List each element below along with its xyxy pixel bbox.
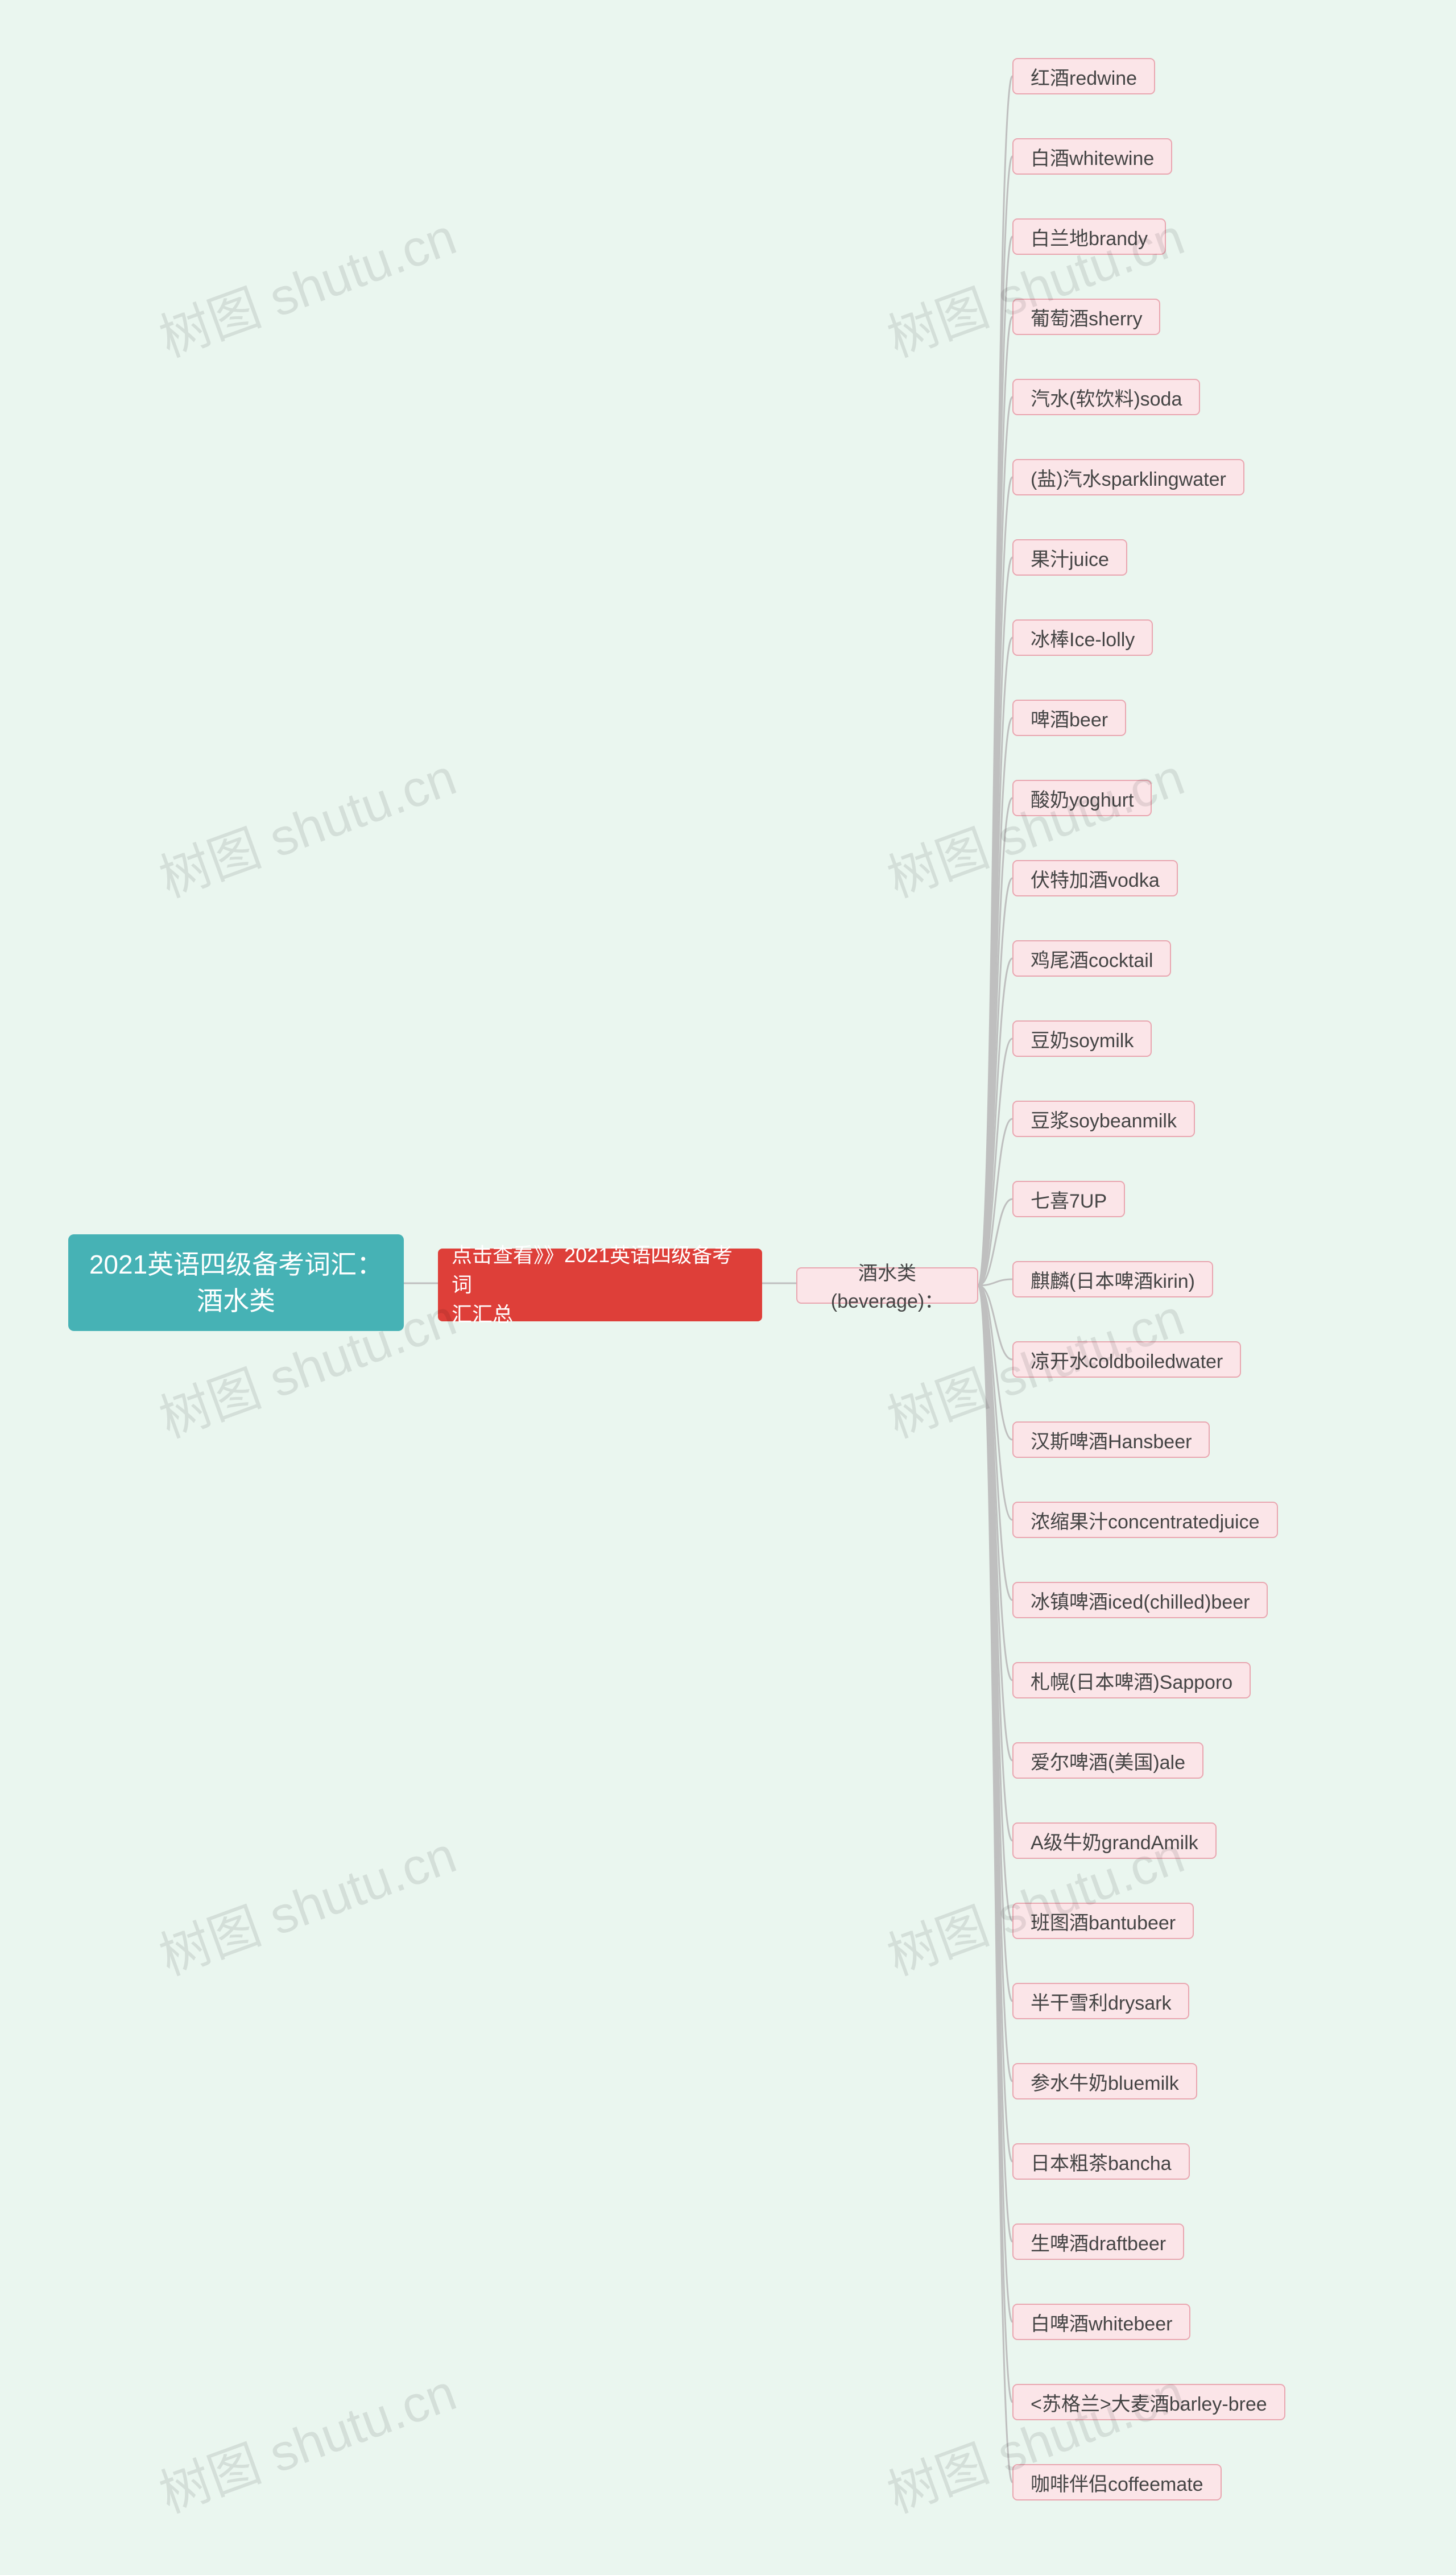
link-node[interactable]: 点击查看》》2021英语四级备考词汇汇总 bbox=[438, 1249, 762, 1321]
leaf-node: 凉开水coldboiledwater bbox=[1012, 1341, 1241, 1378]
leaf-node: 果汁juice bbox=[1012, 539, 1127, 576]
leaf-label: 伏特加酒vodka bbox=[1031, 865, 1160, 892]
leaf-label: 鸡尾酒cocktail bbox=[1031, 945, 1153, 973]
leaf-label: 白酒whitewine bbox=[1031, 143, 1154, 171]
leaf-node: 参水牛奶bluemilk bbox=[1012, 2063, 1197, 2099]
leaf-node: 麒麟(日本啤酒kirin) bbox=[1012, 1261, 1213, 1297]
leaf-node: 七喜7UP bbox=[1012, 1181, 1125, 1217]
leaf-node: 伏特加酒vodka bbox=[1012, 860, 1178, 896]
leaf-label: 豆浆soybeanmilk bbox=[1031, 1105, 1177, 1133]
leaf-label: 七喜7UP bbox=[1031, 1185, 1107, 1213]
leaf-node: 半干雪利drysark bbox=[1012, 1983, 1189, 2019]
leaf-label: 汉斯啤酒Hansbeer bbox=[1031, 1426, 1192, 1454]
leaf-node: 生啤酒draftbeer bbox=[1012, 2223, 1184, 2260]
leaf-label: 汽水(软饮料)soda bbox=[1031, 383, 1182, 411]
leaf-node: 札幌(日本啤酒)Sapporo bbox=[1012, 1662, 1251, 1698]
leaf-label: 冰棒Ice-lolly bbox=[1031, 624, 1135, 652]
leaf-label: 咖啡伴侣coffeemate bbox=[1031, 2469, 1203, 2497]
leaf-node: 白酒whitewine bbox=[1012, 138, 1172, 175]
leaf-label: 半干雪利drysark bbox=[1031, 1987, 1171, 2015]
leaf-label: 啤酒beer bbox=[1031, 704, 1108, 732]
leaf-node: 班图酒bantubeer bbox=[1012, 1903, 1194, 1939]
leaf-node: 白兰地brandy bbox=[1012, 218, 1166, 255]
root-node: 2021英语四级备考词汇：酒水类 bbox=[68, 1234, 404, 1331]
watermark: 树图 shutu.cn bbox=[148, 2351, 465, 2527]
leaf-label: 果汁juice bbox=[1031, 544, 1109, 572]
watermark: 树图 shutu.cn bbox=[148, 736, 465, 912]
leaf-node: 酸奶yoghurt bbox=[1012, 780, 1152, 816]
leaf-node: <苏格兰>大麦酒barley-bree bbox=[1012, 2384, 1285, 2420]
leaf-label: 生啤酒draftbeer bbox=[1031, 2228, 1166, 2256]
leaf-label: A级牛奶grandAmilk bbox=[1031, 1827, 1198, 1855]
leaf-node: 汉斯啤酒Hansbeer bbox=[1012, 1421, 1210, 1458]
leaf-label: 冰镇啤酒iced(chilled)beer bbox=[1031, 1586, 1250, 1614]
leaf-label: <苏格兰>大麦酒barley-bree bbox=[1031, 2388, 1267, 2416]
leaf-node: A级牛奶grandAmilk bbox=[1012, 1822, 1217, 1859]
leaf-node: 汽水(软饮料)soda bbox=[1012, 379, 1200, 415]
category-node: 酒水类(beverage)： bbox=[796, 1267, 978, 1304]
leaf-node: 爱尔啤酒(美国)ale bbox=[1012, 1742, 1203, 1779]
leaf-node: 啤酒beer bbox=[1012, 700, 1126, 736]
leaf-node: 红酒redwine bbox=[1012, 58, 1155, 94]
leaf-label: 红酒redwine bbox=[1031, 63, 1137, 90]
leaf-label: 豆奶soymilk bbox=[1031, 1025, 1134, 1053]
leaf-node: 浓缩果汁concentratedjuice bbox=[1012, 1502, 1278, 1538]
leaf-label: 葡萄酒sherry bbox=[1031, 303, 1142, 331]
leaf-node: 葡萄酒sherry bbox=[1012, 299, 1160, 335]
category-label: 酒水类(beverage)： bbox=[814, 1258, 960, 1313]
leaf-node: (盐)汽水sparklingwater bbox=[1012, 459, 1244, 495]
leaf-label: 凉开水coldboiledwater bbox=[1031, 1346, 1223, 1374]
leaf-label: 浓缩果汁concentratedjuice bbox=[1031, 1506, 1260, 1534]
leaf-node: 豆奶soymilk bbox=[1012, 1020, 1152, 1057]
leaf-label: 白啤酒whitebeer bbox=[1031, 2308, 1172, 2336]
leaf-label: 爱尔啤酒(美国)ale bbox=[1031, 1747, 1185, 1775]
leaf-node: 白啤酒whitebeer bbox=[1012, 2304, 1190, 2340]
leaf-label: (盐)汽水sparklingwater bbox=[1031, 464, 1226, 491]
leaf-label: 麒麟(日本啤酒kirin) bbox=[1031, 1266, 1195, 1293]
leaf-node: 冰棒Ice-lolly bbox=[1012, 619, 1153, 656]
leaf-node: 咖啡伴侣coffeemate bbox=[1012, 2464, 1222, 2500]
leaf-node: 鸡尾酒cocktail bbox=[1012, 940, 1171, 977]
leaf-node: 冰镇啤酒iced(chilled)beer bbox=[1012, 1582, 1268, 1618]
leaf-label: 日本粗茶bancha bbox=[1031, 2148, 1172, 2176]
leaf-label: 札幌(日本啤酒)Sapporo bbox=[1031, 1667, 1232, 1694]
leaf-node: 日本粗茶bancha bbox=[1012, 2143, 1190, 2180]
link-label: 点击查看》》2021英语四级备考词汇汇总 bbox=[452, 1241, 748, 1330]
leaf-label: 酸奶yoghurt bbox=[1031, 784, 1134, 812]
leaf-label: 白兰地brandy bbox=[1031, 223, 1148, 251]
watermark: 树图 shutu.cn bbox=[148, 196, 465, 371]
watermark: 树图 shutu.cn bbox=[148, 1814, 465, 1990]
leaf-node: 豆浆soybeanmilk bbox=[1012, 1101, 1195, 1137]
root-label: 2021英语四级备考词汇：酒水类 bbox=[89, 1246, 383, 1320]
leaf-label: 班图酒bantubeer bbox=[1031, 1907, 1176, 1935]
leaf-label: 参水牛奶bluemilk bbox=[1031, 2068, 1179, 2095]
